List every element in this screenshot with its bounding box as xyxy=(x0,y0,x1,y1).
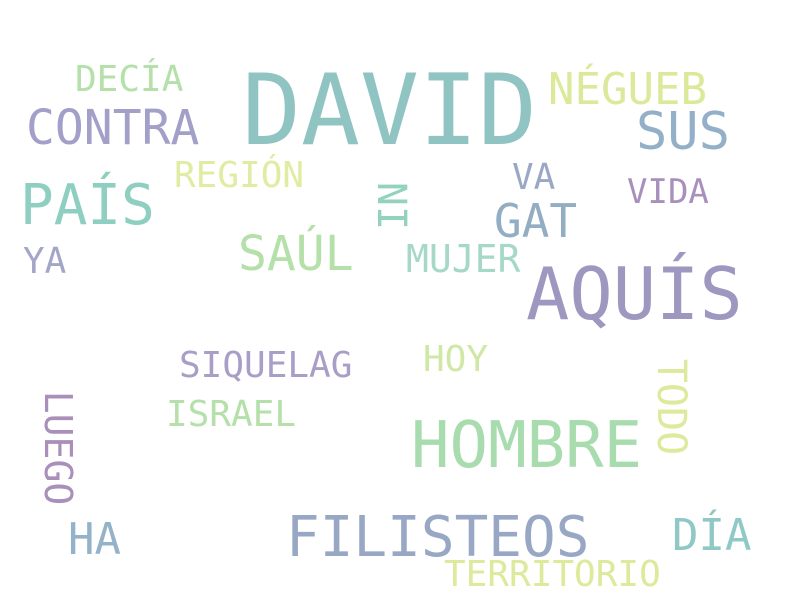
word-saul: SAÚL xyxy=(238,226,354,282)
word-hoy: HOY xyxy=(423,339,489,380)
word-siquelag: SIQUELAG xyxy=(179,345,353,386)
word-ni: NI xyxy=(368,181,414,231)
word-pais: PAÍS xyxy=(20,173,155,238)
word-mujer: MUJER xyxy=(406,237,521,281)
word-negueb: NÉGUEB xyxy=(548,64,707,115)
word-israel: ISRAEL xyxy=(166,394,297,435)
word-ha: HA xyxy=(68,514,121,565)
word-sus: SUS xyxy=(636,102,730,162)
word-ya: YA xyxy=(23,241,67,282)
word-dia: DÍA xyxy=(672,510,752,561)
word-territorio: TERRITORIO xyxy=(444,554,661,595)
word-va: VA xyxy=(512,157,556,198)
word-aquis: AQUÍS xyxy=(526,252,743,336)
word-filisteos: FILISTEOS xyxy=(286,505,590,570)
word-david: DAVID xyxy=(242,54,538,168)
word-contra: CONTRA xyxy=(26,100,200,156)
word-vida: VIDA xyxy=(627,172,709,212)
word-todo: TODO xyxy=(648,358,694,456)
word-decia: DECÍA xyxy=(75,59,184,100)
word-gat: GAT xyxy=(494,194,578,248)
word-hombre: HOMBRE xyxy=(411,409,643,483)
word-luego: LUEGO xyxy=(36,390,80,506)
word-region: REGIÓN xyxy=(174,155,305,196)
